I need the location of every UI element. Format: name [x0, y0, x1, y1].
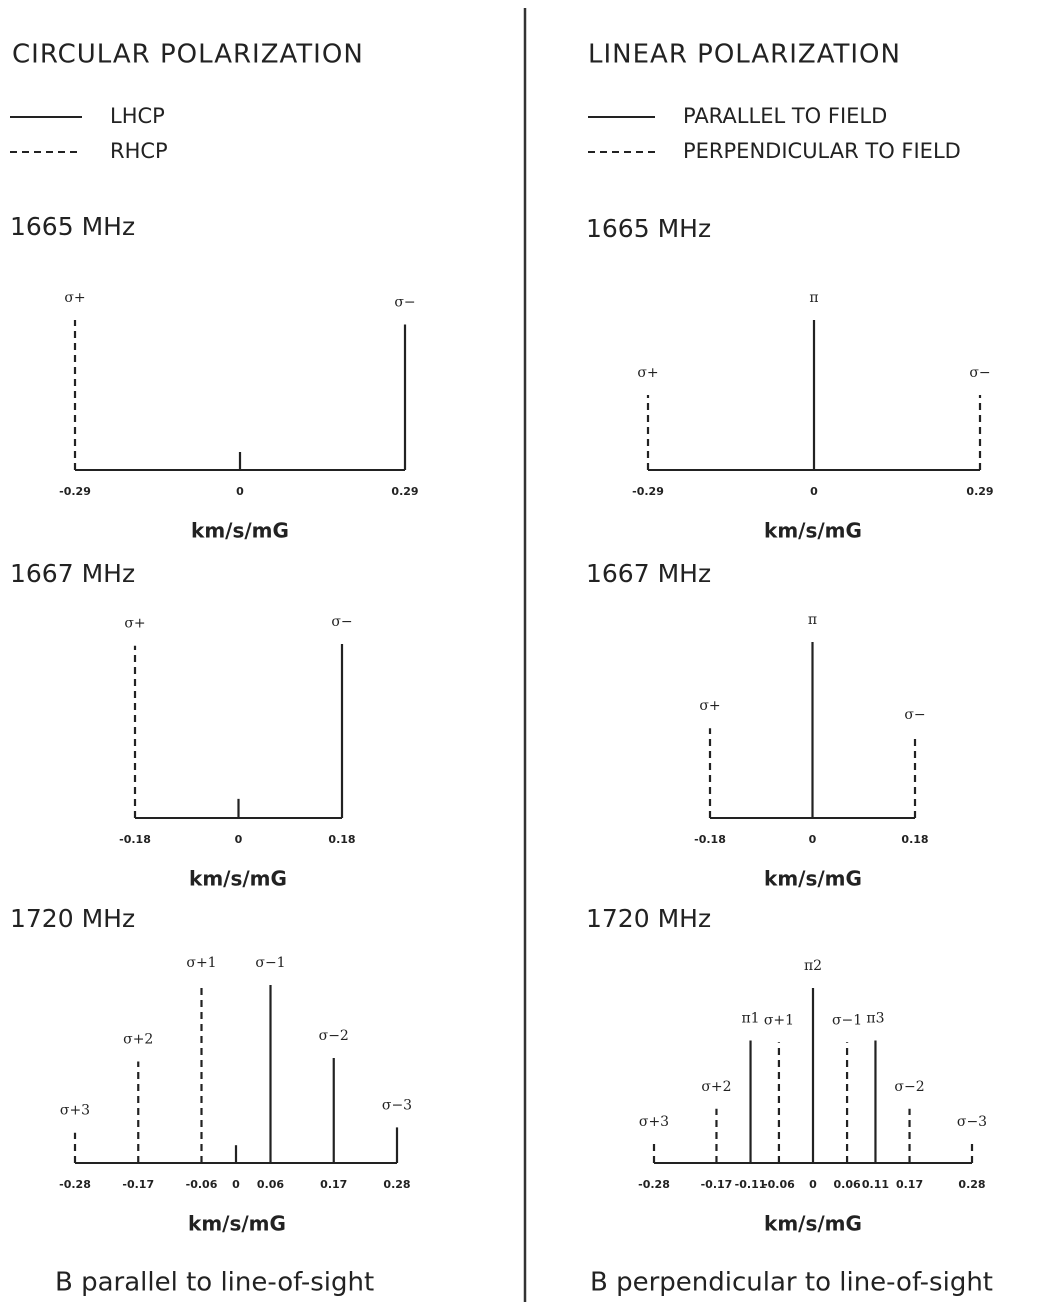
line-label: π — [809, 290, 818, 306]
line-label: π2 — [804, 958, 822, 974]
x-tick-label: 0 — [236, 485, 244, 498]
x-tick-label: 0.17 — [896, 1178, 923, 1191]
x-tick-label: 0.29 — [966, 485, 993, 498]
line-label: σ+ — [637, 365, 658, 381]
x-tick-label: -0.29 — [632, 485, 664, 498]
x-axis-label: km/s/mG — [764, 1212, 862, 1236]
x-tick-label: 0.18 — [901, 833, 928, 846]
x-tick-label: -0.28 — [638, 1178, 670, 1191]
line-label: π — [808, 612, 817, 628]
line-label: σ− — [394, 295, 415, 311]
line-label: σ−3 — [382, 1097, 412, 1113]
column-title: CIRCULAR POLARIZATION — [12, 40, 364, 70]
line-label: σ+ — [699, 698, 720, 714]
figure: CIRCULAR POLARIZATION LHCP RHCP B parallel … — [0, 0, 1041, 1302]
x-tick-label: -0.18 — [119, 833, 151, 846]
line-label: σ− — [331, 614, 352, 630]
line-label: σ−1 — [255, 955, 285, 971]
x-tick-label: 0.11 — [862, 1178, 889, 1191]
column-title: LINEAR POLARIZATION — [588, 40, 901, 70]
frequency: 1720 MHz — [10, 904, 135, 933]
line-label: σ+3 — [639, 1114, 669, 1130]
line-label: σ+ — [124, 616, 145, 632]
x-tick-label: 0.28 — [958, 1178, 985, 1191]
frequency: 1665 MHz — [10, 212, 135, 241]
line-label: σ+ — [64, 290, 85, 306]
x-tick-label: 0 — [232, 1178, 240, 1191]
x-axis-label: km/s/mG — [191, 519, 289, 543]
x-tick-label: 0.06 — [834, 1178, 861, 1191]
line-label: σ+1 — [186, 955, 216, 971]
x-tick-label: -0.28 — [59, 1178, 91, 1191]
x-tick-label: 0.29 — [391, 485, 418, 498]
x-tick-label: 0 — [809, 1178, 817, 1191]
legend-label: PARALLEL TO FIELD — [683, 104, 887, 128]
x-tick-label: -0.18 — [694, 833, 726, 846]
x-tick-label: 0.17 — [320, 1178, 347, 1191]
legend-label: LHCP — [110, 104, 165, 128]
x-tick-label: -0.06 — [763, 1178, 795, 1191]
frequency: 1667 MHz — [586, 559, 711, 588]
frequency: 1720 MHz — [586, 904, 711, 933]
caption: B parallel to line-of-sight — [55, 1268, 374, 1298]
x-tick-label: 0.28 — [383, 1178, 410, 1191]
x-axis-label: km/s/mG — [188, 1212, 286, 1236]
x-tick-label: 0 — [235, 833, 243, 846]
line-label: σ−1 — [832, 1012, 862, 1028]
x-tick-label: 0.06 — [257, 1178, 284, 1191]
frequency: 1665 MHz — [586, 214, 711, 243]
line-label: σ− — [969, 365, 990, 381]
x-tick-label: 0 — [809, 833, 817, 846]
caption: B perpendicular to line-of-sight — [590, 1268, 993, 1298]
legend-label: PERPENDICULAR TO FIELD — [683, 139, 961, 163]
line-label: σ+2 — [701, 1079, 731, 1095]
line-label: π3 — [866, 1011, 884, 1027]
x-tick-label: -0.17 — [701, 1178, 733, 1191]
legend-label: RHCP — [110, 139, 168, 163]
line-label: σ−3 — [957, 1114, 987, 1130]
line-label: σ+3 — [60, 1103, 90, 1119]
x-tick-label: -0.11 — [735, 1178, 767, 1191]
x-axis-label: km/s/mG — [189, 867, 287, 891]
x-tick-label: -0.06 — [186, 1178, 218, 1191]
x-tick-label: -0.17 — [122, 1178, 154, 1191]
x-axis-label: km/s/mG — [764, 867, 862, 891]
line-label: π1 — [741, 1011, 759, 1027]
x-tick-label: 0 — [810, 485, 818, 498]
x-axis-label: km/s/mG — [764, 519, 862, 543]
line-label: σ+1 — [764, 1012, 794, 1028]
line-label: σ+2 — [123, 1032, 153, 1048]
x-tick-label: -0.29 — [59, 485, 91, 498]
line-label: σ− — [904, 707, 925, 723]
x-tick-label: 0.18 — [328, 833, 355, 846]
line-label: σ−2 — [319, 1028, 349, 1044]
frequency: 1667 MHz — [10, 559, 135, 588]
line-label: σ−2 — [894, 1079, 924, 1095]
